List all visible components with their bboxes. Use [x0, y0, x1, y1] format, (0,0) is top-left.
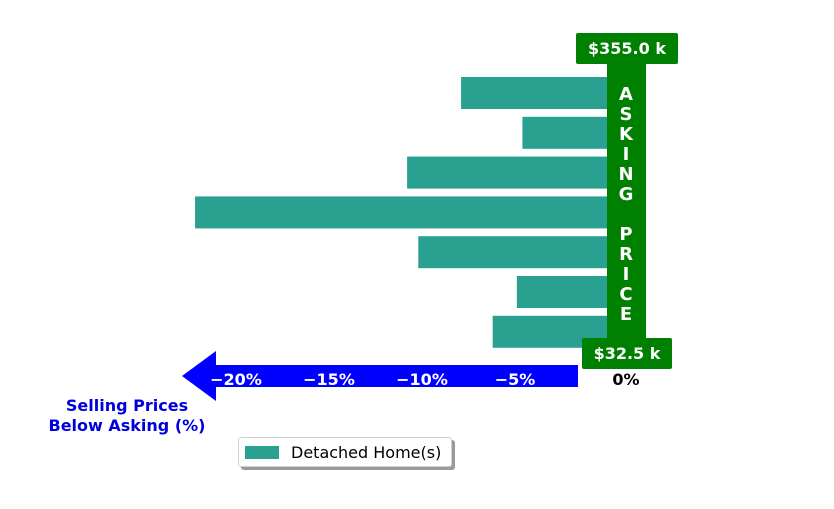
bar-3	[407, 156, 608, 189]
bar-1	[461, 77, 608, 109]
x-tick-label: −5%	[495, 370, 536, 389]
bar-4	[195, 196, 608, 229]
legend: Detached Home(s)	[238, 437, 452, 467]
asking-price-letter: S	[620, 104, 633, 125]
asking-price-letter: I	[623, 144, 630, 165]
asking-price-bar	[607, 62, 646, 342]
bottom-price-label-box	[582, 338, 672, 369]
asking-price-letter: K	[619, 124, 634, 145]
top-price-label-box	[576, 33, 678, 64]
x-axis-arrow	[182, 351, 578, 401]
x-tick-label: −20%	[210, 370, 262, 389]
asking-price-letter: I	[623, 264, 630, 285]
x-tick-label: −10%	[396, 370, 448, 389]
asking-price-letter: R	[619, 244, 633, 265]
x-tick-label: 0%	[612, 370, 639, 389]
bar-2	[522, 116, 608, 149]
asking-price-letter: E	[620, 304, 632, 325]
top-price-label: $355.0 k	[588, 39, 666, 58]
arrow-shape	[182, 351, 578, 401]
bars-group	[195, 77, 608, 348]
asking-price-letter: A	[619, 84, 633, 105]
legend-swatch	[245, 445, 279, 459]
bar-6	[516, 276, 608, 308]
asking-price-letter: P	[619, 224, 632, 245]
x-axis-label: Selling Prices Below Asking (%)	[49, 396, 206, 435]
bottom-price-label: $32.5 k	[594, 344, 661, 363]
asking-price-letter: N	[618, 164, 633, 185]
asking-price-letter: G	[619, 184, 634, 205]
legend-label: Detached Home(s)	[291, 442, 442, 462]
x-tick-label: −15%	[303, 370, 355, 389]
bar-5	[418, 236, 608, 269]
asking-price-letter: C	[619, 284, 632, 305]
x-ticks-group: −20% −15% −10% −5% 0%	[210, 370, 639, 389]
